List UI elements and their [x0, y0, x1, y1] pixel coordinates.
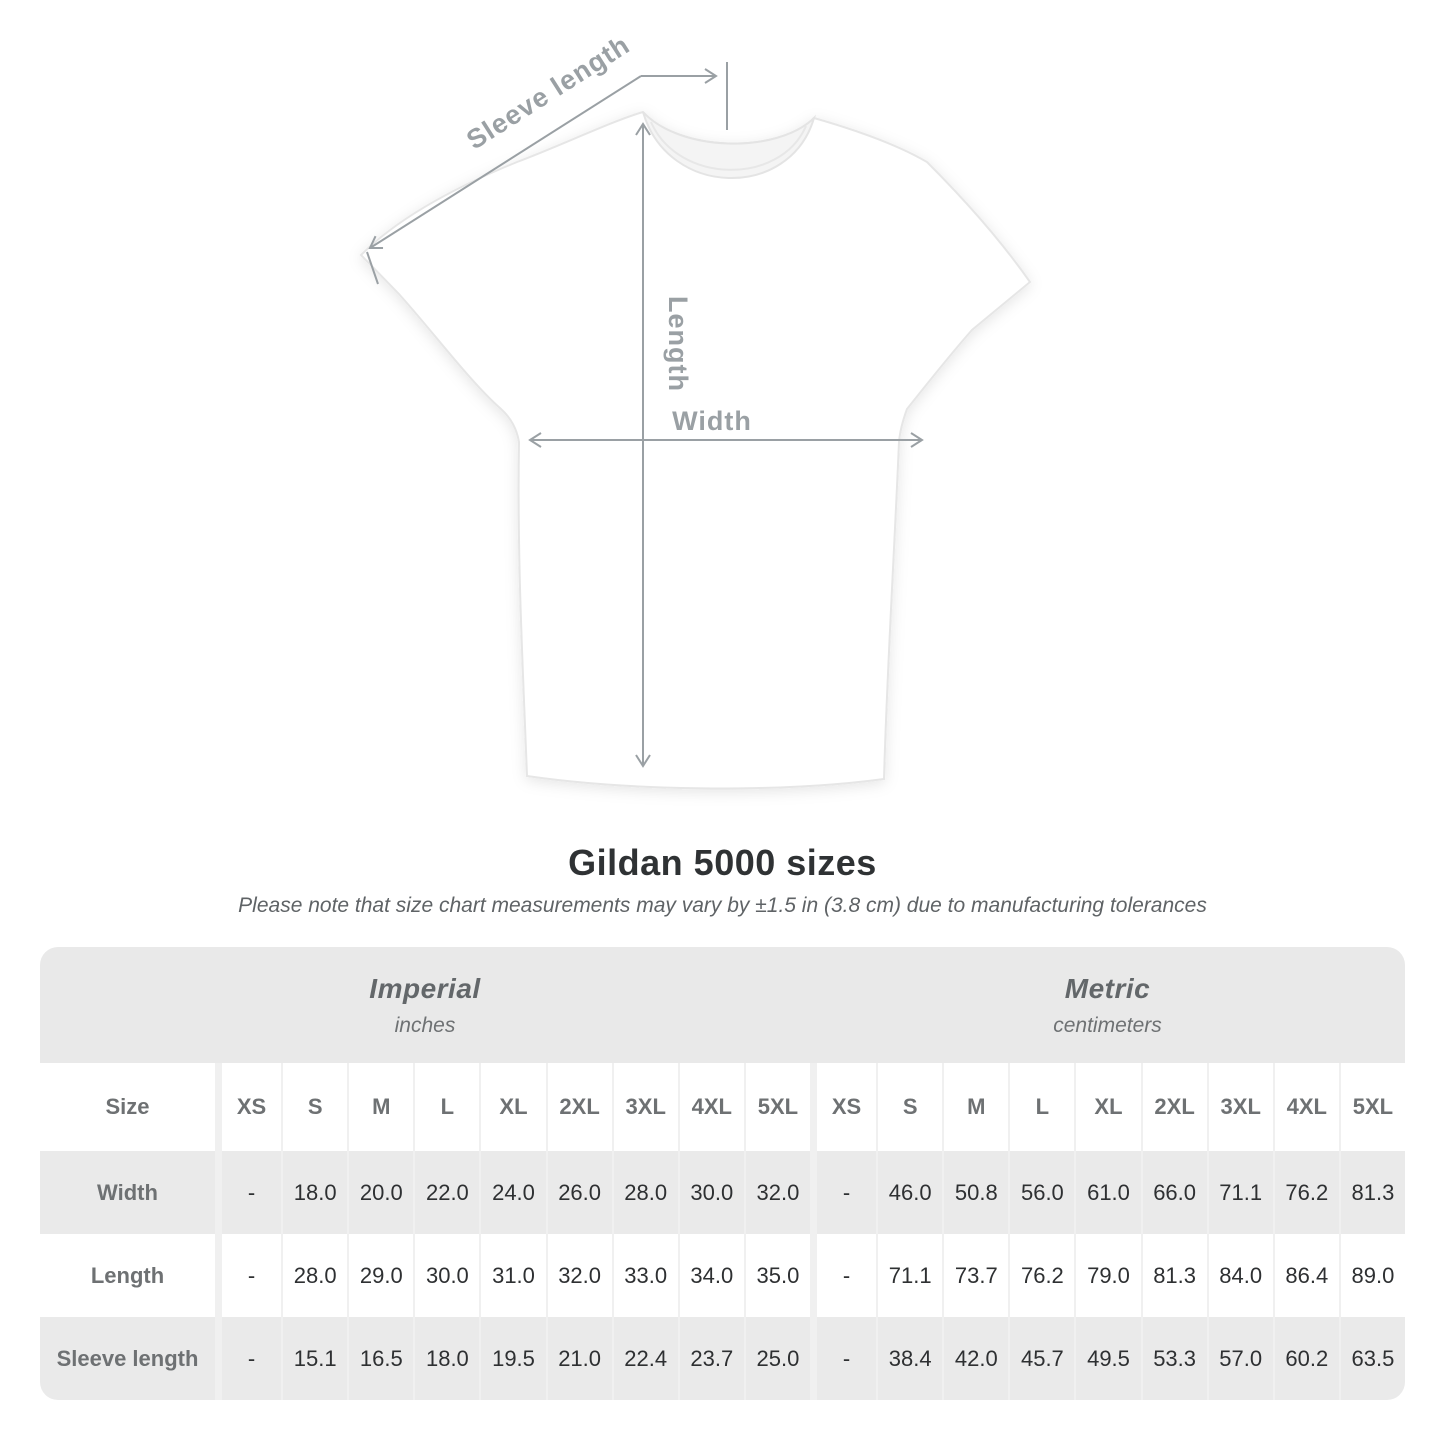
value-cell: 29.0 [347, 1234, 413, 1317]
value-cell: 22.0 [413, 1151, 479, 1234]
value-cell: 81.3 [1338, 1151, 1405, 1234]
value-cell: - [215, 1317, 281, 1400]
sleeve-length-arrow [368, 75, 642, 250]
value-cell: 21.0 [545, 1317, 612, 1400]
page-title: Gildan 5000 sizes [568, 842, 877, 883]
size-corner-header: Size [105, 1094, 150, 1119]
size-col-header: M [347, 1063, 413, 1151]
value-cell: 53.3 [1140, 1317, 1207, 1400]
size-col-header: 4XL [1272, 1063, 1339, 1151]
value-cell: 76.2 [1272, 1151, 1339, 1234]
row-label: Width [97, 1179, 158, 1205]
value-cell: - [215, 1234, 281, 1317]
value-cell: 30.0 [413, 1234, 479, 1317]
size-col-header: XS [215, 1063, 281, 1151]
value-cell: 34.0 [677, 1234, 744, 1317]
value-cell: 79.0 [1074, 1234, 1140, 1317]
metric-group-unit: centimeters [1053, 1013, 1162, 1037]
size-col-header: 3XL [1206, 1063, 1273, 1151]
value-cell: 26.0 [545, 1151, 612, 1234]
value-cell: 71.1 [1206, 1151, 1273, 1234]
value-cell: 49.5 [1074, 1317, 1140, 1400]
value-cell: 63.5 [1338, 1317, 1405, 1400]
value-cell: 76.2 [1008, 1234, 1074, 1317]
value-cell: 81.3 [1140, 1234, 1207, 1317]
value-cell: 32.0 [545, 1234, 612, 1317]
value-cell: - [810, 1317, 876, 1400]
value-cell: 56.0 [1008, 1151, 1074, 1234]
value-cell: 61.0 [1074, 1151, 1140, 1234]
value-cell: 32.0 [743, 1151, 810, 1234]
size-col-header: L [413, 1063, 479, 1151]
value-cell: 23.7 [677, 1317, 744, 1400]
imperial-group-unit: inches [394, 1013, 456, 1037]
value-cell: 28.0 [281, 1234, 347, 1317]
size-col-header: 4XL [677, 1063, 744, 1151]
value-cell: 57.0 [1206, 1317, 1273, 1400]
value-cell: 71.1 [876, 1234, 942, 1317]
imperial-group-label: Imperial [369, 972, 481, 1004]
value-cell: 66.0 [1140, 1151, 1207, 1234]
value-cell: 42.0 [942, 1317, 1008, 1400]
value-cell: 25.0 [743, 1317, 810, 1400]
tshirt-illustration [359, 110, 1032, 790]
value-cell: 38.4 [876, 1317, 942, 1400]
table-row-length: Length -28.0 29.0 30.0 31.0 32.0 33.0 34.0 35.0-… [40, 1234, 1405, 1317]
size-col-header: 3XL [611, 1063, 678, 1151]
size-col-header: S [876, 1063, 942, 1151]
size-col-header: XL [1074, 1063, 1140, 1151]
tolerance-note: Please note that size chart measurements… [238, 894, 1207, 917]
value-cell: 30.0 [677, 1151, 744, 1234]
size-col-header: M [942, 1063, 1008, 1151]
value-cell: 45.7 [1008, 1317, 1074, 1400]
value-cell: 24.0 [479, 1151, 545, 1234]
metric-group-label: Metric [1064, 972, 1151, 1004]
value-cell: 46.0 [876, 1151, 942, 1234]
value-cell: 89.0 [1338, 1234, 1405, 1317]
value-cell: 33.0 [611, 1234, 678, 1317]
value-cell: 60.2 [1272, 1317, 1339, 1400]
size-col-header: S [281, 1063, 347, 1151]
value-cell: 18.0 [413, 1317, 479, 1400]
value-cell: - [215, 1151, 281, 1234]
size-col-header: L [1008, 1063, 1074, 1151]
size-chart-table: Imperial inches Metric centimeters Size X… [40, 947, 1405, 1400]
value-cell: - [810, 1151, 876, 1234]
sleeve-length-tail-line [366, 251, 379, 285]
size-col-header: 5XL [743, 1063, 810, 1151]
imperial-group-header: Imperial inches [40, 947, 810, 1063]
length-label: Length [663, 296, 693, 392]
value-cell: 19.5 [479, 1317, 545, 1400]
value-cell: 35.0 [743, 1234, 810, 1317]
size-col-header: 5XL [1338, 1063, 1405, 1151]
table-row-sleeve-length: Sleeve length -15.1 16.5 18.0 19.5 21.0 22.4 23… [40, 1317, 1405, 1400]
row-label: Sleeve length [56, 1345, 199, 1371]
width-label: Width [672, 406, 752, 436]
value-cell: 50.8 [942, 1151, 1008, 1234]
table-row-width: Width -18.0 20.0 22.0 24.0 26.0 28.0 30.0 32.0-4… [40, 1151, 1405, 1234]
value-cell: 16.5 [347, 1317, 413, 1400]
row-label: Length [90, 1262, 165, 1288]
value-cell: 28.0 [611, 1151, 678, 1234]
collar-rib-line [650, 121, 807, 171]
size-col-header: XL [479, 1063, 545, 1151]
value-cell: 84.0 [1206, 1234, 1273, 1317]
value-cell: 18.0 [281, 1151, 347, 1234]
value-cell: 22.4 [611, 1317, 678, 1400]
size-col-header: XS [810, 1063, 876, 1151]
value-cell: 31.0 [479, 1234, 545, 1317]
size-col-header: 2XL [545, 1063, 612, 1151]
size-header-row: Size XS S M L XL 2XL 3XL 4XL 5XL XS S M L XL 2XL 3XL 4XL 5… [40, 1063, 1405, 1151]
value-cell: 20.0 [347, 1151, 413, 1234]
tshirt-measurement-diagram: Sleeve length Length Width [359, 30, 1032, 790]
unit-group-band: Imperial inches Metric centimeters [40, 947, 1405, 1063]
value-cell: 86.4 [1272, 1234, 1339, 1317]
value-cell: - [810, 1234, 876, 1317]
metric-group-header: Metric centimeters [810, 947, 1405, 1063]
value-cell: 15.1 [281, 1317, 347, 1400]
value-cell: 73.7 [942, 1234, 1008, 1317]
size-col-header: 2XL [1140, 1063, 1207, 1151]
